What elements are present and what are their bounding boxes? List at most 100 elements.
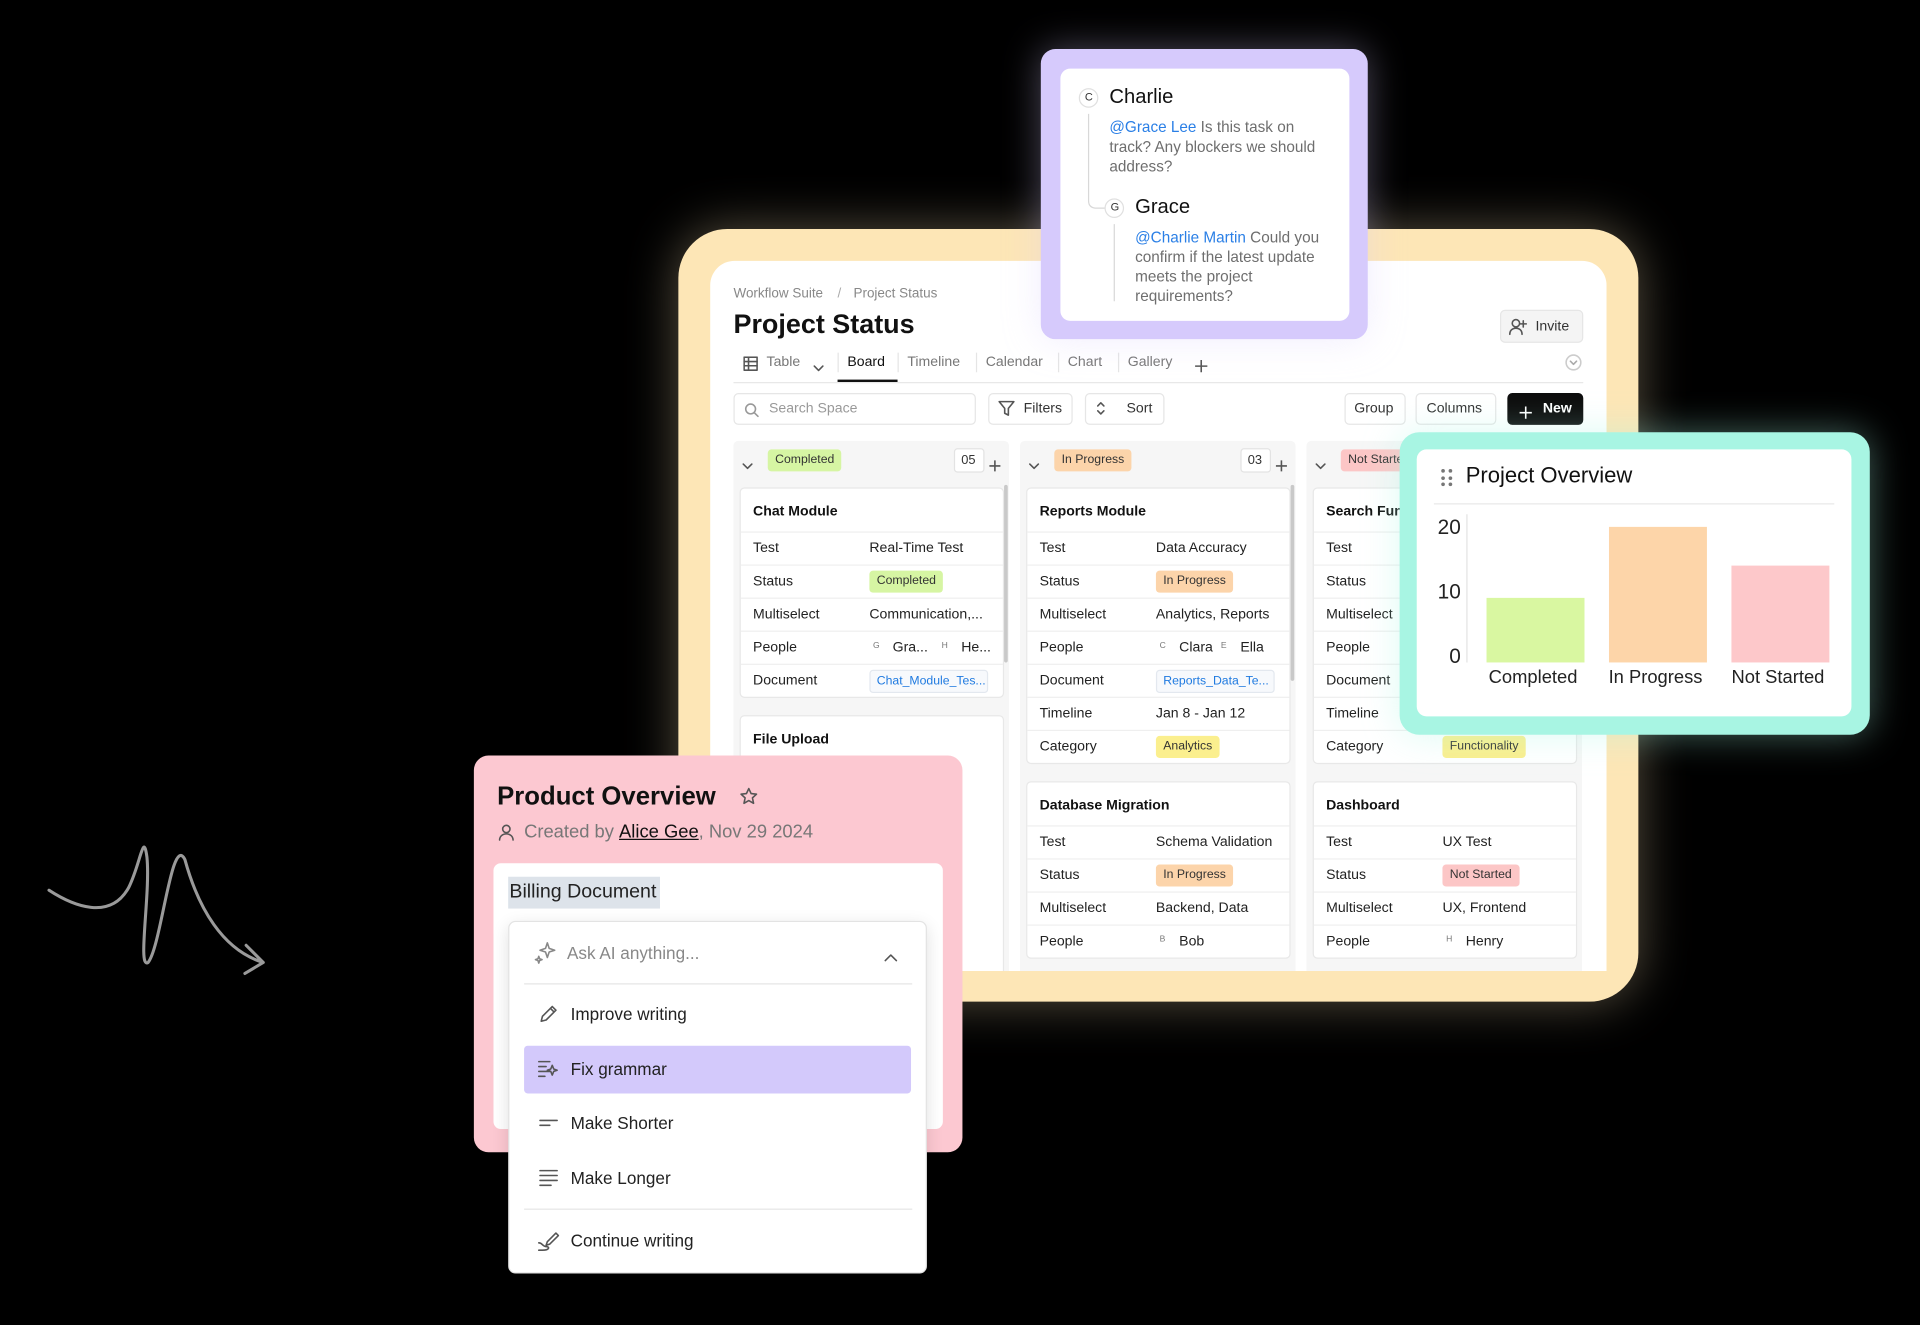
page-title: Project Status [733, 308, 915, 339]
avatar [1078, 88, 1099, 108]
column-chevron [742, 456, 753, 470]
field-value: Data Accuracy [1155, 540, 1247, 556]
field-value: UX Test [1442, 834, 1492, 850]
search-box[interactable] [733, 393, 976, 425]
view-tab[interactable]: Board [847, 354, 885, 370]
filter-icon [998, 400, 1015, 416]
column-chevron [1029, 456, 1040, 470]
toolbar-button[interactable] [1084, 393, 1165, 425]
toolbar-label[interactable]: Columns [1426, 401, 1483, 416]
view-tab[interactable]: Gallery [1127, 354, 1173, 370]
row-divider [740, 630, 1003, 632]
field-label: Document [1326, 672, 1391, 688]
column-status: Completed [767, 449, 842, 472]
tab-divider [1057, 352, 1060, 373]
field-label: People [753, 639, 797, 655]
column-add [1275, 456, 1288, 473]
row-divider [1313, 891, 1576, 893]
ai-action[interactable]: Make Shorter [570, 1112, 674, 1133]
field-label: Multiselect [1039, 900, 1107, 916]
toolbar-button[interactable] [1344, 393, 1406, 425]
comment-text: Is this task on track? Any blockers we s… [1109, 118, 1316, 176]
comment-author: Charlie [1109, 86, 1174, 109]
field-label: Test [1039, 540, 1066, 556]
mention[interactable]: @Charlie Martin [1135, 228, 1246, 247]
ai-action[interactable]: Make Longer [570, 1168, 671, 1188]
person-name: Bob [1179, 933, 1205, 949]
person-avatar: E [1220, 642, 1227, 651]
ai-action[interactable]: Improve writing [570, 1003, 687, 1024]
chart-title: Project Overview [1465, 463, 1633, 488]
squiggle [47, 845, 265, 976]
row-divider [1027, 891, 1290, 893]
drag-dot [1441, 482, 1445, 487]
field-label: Timeline [1039, 705, 1093, 721]
y-tick-label: 10 [1438, 580, 1461, 603]
menu-divider [524, 1208, 913, 1210]
row-divider [740, 663, 1003, 665]
row-divider [1313, 858, 1576, 860]
new-button[interactable] [1507, 393, 1584, 425]
new-plus [1518, 403, 1533, 420]
row-divider [1027, 858, 1290, 860]
active-tab-underline [837, 379, 898, 383]
row-divider [1027, 564, 1290, 566]
drag-dot [1441, 468, 1445, 473]
field-badge: Completed [869, 570, 944, 593]
row-divider [740, 531, 1003, 533]
avatar [1104, 198, 1125, 218]
column-chevron [1315, 456, 1326, 470]
document-link[interactable]: Chat_Module_Tes... [869, 669, 989, 694]
invite-label[interactable]: Invite [1535, 318, 1570, 334]
toolbar-button[interactable] [1415, 393, 1497, 425]
column-count: 05 [961, 453, 976, 468]
view-tab[interactable]: Timeline [907, 354, 961, 370]
bar [1486, 597, 1585, 663]
field-label: People [1326, 933, 1370, 949]
ai-action[interactable]: Fix grammar [570, 1059, 667, 1079]
field-value: Jan 8 - Jan 12 [1155, 705, 1246, 721]
field-label: Status [753, 573, 793, 589]
mention[interactable]: @Grace Lee [1109, 118, 1197, 136]
field-badge: In Progress [1155, 570, 1234, 593]
row-divider [1027, 924, 1290, 926]
invite-icon [1509, 317, 1528, 336]
person-name: Clara [1179, 639, 1213, 655]
collapse-button [1565, 354, 1582, 371]
breadcrumb: Project Status [853, 286, 938, 302]
row-divider [1313, 825, 1576, 827]
toolbar-label[interactable]: Filters [1023, 401, 1063, 416]
toolbar-label[interactable]: Group [1354, 401, 1394, 416]
column-status: Not Started [1340, 449, 1418, 472]
field-label: People [1039, 933, 1084, 949]
breadcrumb-separator: / [837, 286, 842, 302]
row-divider [1027, 531, 1290, 533]
author-link[interactable]: Alice Gee [619, 821, 699, 843]
field-label: Status [1326, 573, 1367, 589]
field-label: Status [1326, 867, 1367, 883]
new-label[interactable]: New [1542, 401, 1572, 416]
card-title: Dashboard [1326, 797, 1400, 813]
card-title: Chat Module [753, 503, 838, 519]
ai-action[interactable]: Continue writing [570, 1230, 694, 1251]
person-avatar: H [941, 642, 948, 651]
document-link[interactable]: Reports_Data_Te... [1155, 669, 1275, 694]
card-title: Database Migration [1039, 797, 1170, 813]
overview-frame: Project Overview 0 10 20 Completed In Progres… [1399, 432, 1870, 735]
title-rule [1433, 503, 1835, 505]
field-label: Status [1039, 867, 1080, 883]
toolbar-button[interactable] [988, 393, 1073, 425]
view-tab[interactable]: Calendar [985, 354, 1043, 370]
field-label: Test [1326, 540, 1352, 556]
comments-panel: C Charlie @Grace Lee Is this task on track… [1060, 68, 1350, 321]
field-value: UX, Frontend [1442, 900, 1527, 916]
column-add [988, 456, 1002, 473]
view-tab[interactable]: Table [766, 354, 801, 370]
row-divider [1027, 630, 1290, 632]
field-label: Multiselect [1039, 606, 1107, 622]
x-tick-label: Not Started [1732, 666, 1825, 687]
tab-divider [897, 352, 899, 373]
view-tab[interactable]: Chart [1067, 354, 1103, 370]
toolbar-label[interactable]: Sort [1126, 401, 1153, 416]
